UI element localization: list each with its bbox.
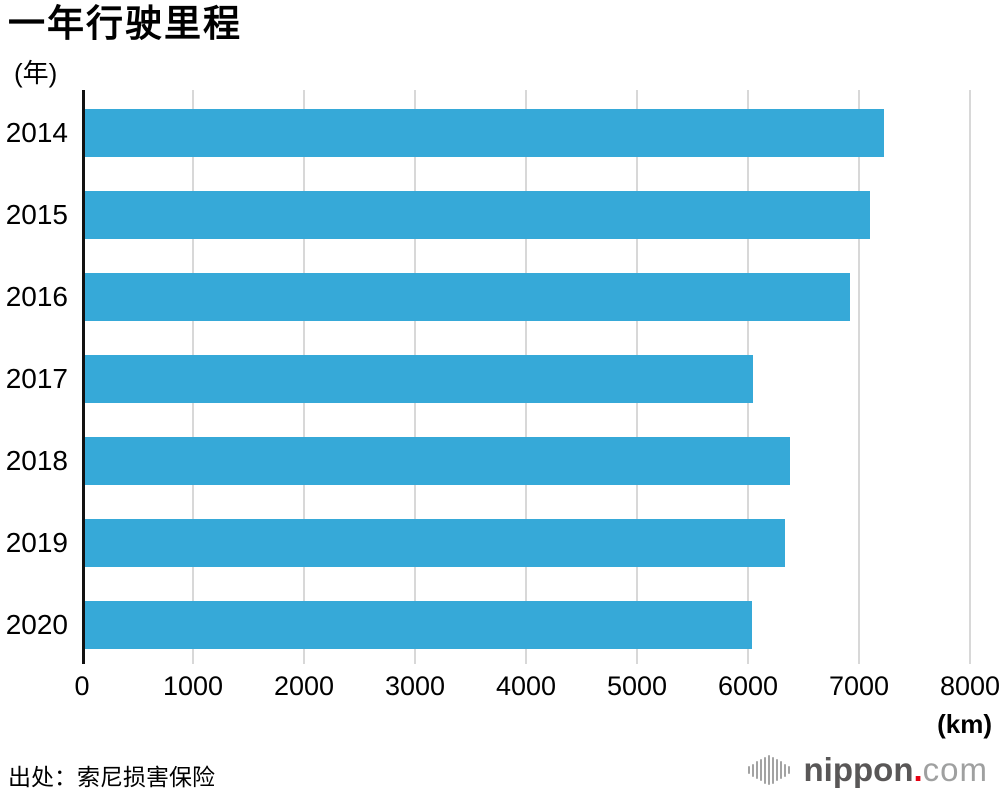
y-tick-label-2016: 2016: [5, 281, 68, 312]
x-tick-label-5000: 5000: [606, 671, 668, 701]
gridline-7000: [858, 90, 860, 664]
x-axis-tick-labels: 0 1000 2000 3000 4000 5000 6000 7000 8000: [74, 670, 1000, 702]
y-axis-unit-label: (年): [14, 58, 58, 88]
y-tick-label-2020: 2020: [5, 609, 68, 640]
soundwave-bars-icon: [747, 753, 792, 787]
x-tick-label-3000: 3000: [384, 671, 446, 701]
x-tick-label-7000: 7000: [828, 671, 890, 701]
bar-2019: [85, 519, 786, 567]
bar-2017: [85, 355, 754, 403]
x-tick-label-8000: 8000: [939, 671, 1000, 701]
bar-2015: [85, 191, 870, 239]
x-tick-label-2000: 2000: [273, 671, 335, 701]
x-tick-label-6000: 6000: [717, 671, 779, 701]
plot-area: [82, 90, 971, 664]
bar-2016: [85, 273, 850, 321]
y-axis-line: [82, 90, 85, 664]
x-tick-label-4000: 4000: [495, 671, 557, 701]
y-tick-label-2015: 2015: [5, 199, 68, 230]
logo-wordmark: nippon.com: [804, 748, 988, 792]
x-tick-label-0: 0: [74, 671, 90, 701]
bar-2020: [85, 601, 753, 649]
logo-dot: .: [913, 751, 923, 788]
nippon-com-logo: nippon.com: [747, 748, 988, 792]
y-tick-label-2018: 2018: [5, 445, 68, 476]
source-credit: 出处：索尼损害保险: [8, 764, 215, 790]
chart-title: 一年行驶里程: [8, 3, 242, 44]
x-tick-label-1000: 1000: [162, 671, 224, 701]
logo-tld: com: [922, 751, 988, 788]
y-tick-label-2019: 2019: [5, 527, 68, 558]
gridline-8000: [969, 90, 971, 664]
y-axis-tick-labels: 2014 2015 2016 2017 2018 2019 2020: [0, 90, 68, 664]
logo-name: nippon: [803, 751, 914, 788]
y-tick-label-2017: 2017: [5, 363, 68, 394]
bar-2014: [85, 109, 885, 157]
x-axis-unit-label: (km): [937, 709, 992, 739]
bar-2018: [85, 437, 790, 485]
y-tick-label-2014: 2014: [5, 117, 68, 148]
